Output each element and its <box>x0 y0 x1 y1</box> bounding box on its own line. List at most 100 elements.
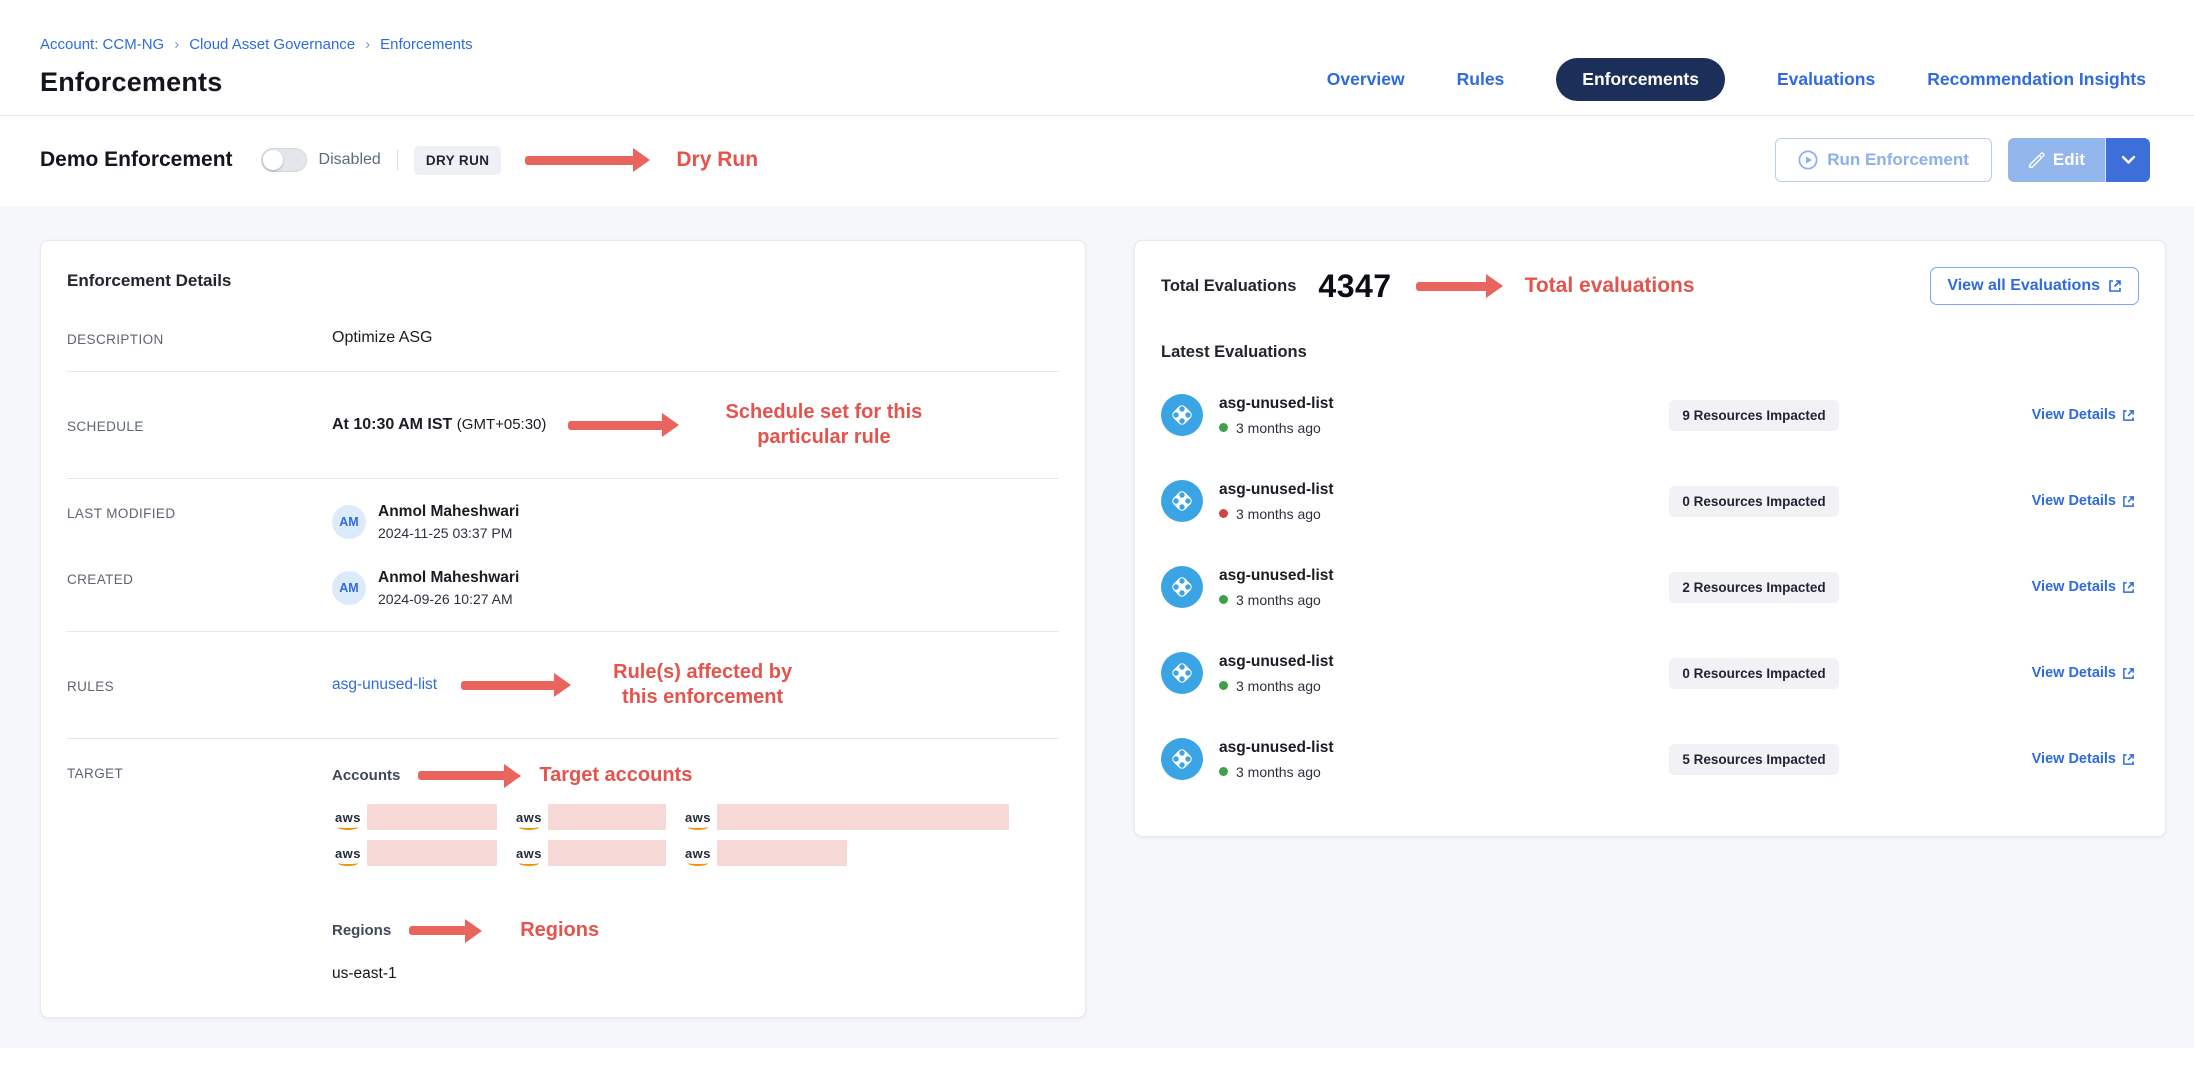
evaluation-info: asg-unused-list 3 months ago <box>1219 567 1539 608</box>
schedule-annotation: Schedule set for this particular rule <box>725 401 923 448</box>
aws-logo-icon: aws <box>682 847 714 866</box>
evaluation-row: asg-unused-list 3 months ago 9 Resources… <box>1161 372 2139 458</box>
view-details-link[interactable]: View Details <box>1969 407 2139 423</box>
external-link-icon <box>2108 279 2122 293</box>
aws-account-item: aws <box>513 840 666 866</box>
view-details-link[interactable]: View Details <box>1969 579 2139 595</box>
row-divider <box>67 631 1059 632</box>
evaluation-row: asg-unused-list 3 months ago 0 Resources… <box>1161 458 2139 544</box>
target-label: TARGET <box>67 766 124 781</box>
evaluation-info: asg-unused-list 3 months ago <box>1219 653 1539 694</box>
evaluation-row: asg-unused-list 3 months ago 5 Resources… <box>1161 716 2139 802</box>
breadcrumb-item[interactable]: Enforcements › <box>380 36 473 53</box>
status-dot <box>1219 423 1228 432</box>
evaluation-meta: 3 months ago <box>1219 506 1539 522</box>
tab[interactable]: Enforcements <box>1556 58 1725 101</box>
annotation-arrow <box>525 148 651 172</box>
status-dot <box>1219 595 1228 604</box>
created-row: CREATED AM Anmol Maheshwari 2024-09-26 1… <box>67 555 1059 631</box>
annotation-arrow <box>461 673 572 697</box>
breadcrumb-label[interactable]: Account: CCM-NG <box>40 36 165 53</box>
enabled-toggle[interactable] <box>260 148 307 172</box>
last-modified-label: LAST MODIFIED <box>67 506 176 521</box>
view-details-link[interactable]: View Details <box>1969 493 2139 509</box>
evaluation-row: asg-unused-list 3 months ago 2 Resources… <box>1161 544 2139 630</box>
description-label: DESCRIPTION <box>67 332 164 347</box>
total-evaluations-value: 4347 <box>1318 267 1392 304</box>
redacted-account-name <box>548 804 666 830</box>
edit-dropdown-button[interactable] <box>2106 138 2150 182</box>
view-details-link[interactable]: View Details <box>1969 751 2139 767</box>
region-value: us-east-1 <box>332 965 397 982</box>
annotation-arrow <box>418 763 522 788</box>
edit-split-button: Edit <box>2007 138 2150 182</box>
enforcement-details-card: Enforcement Details DESCRIPTION Optimize… <box>40 240 1086 1018</box>
edit-button[interactable]: Edit <box>2007 138 2106 182</box>
view-all-evaluations-button[interactable]: View all Evaluations <box>1930 267 2139 305</box>
user-name: Anmol Maheshwari <box>378 569 520 586</box>
redacted-account-name <box>717 840 847 866</box>
created-user: AM Anmol Maheshwari 2024-09-26 10:27 AM <box>332 569 519 607</box>
tab[interactable]: Evaluations <box>1777 58 1875 101</box>
user-name: Anmol Maheshwari <box>378 503 520 520</box>
chevron-down-icon <box>2121 155 2136 165</box>
target-value-group: Accounts Target accounts aws aws <box>332 763 1122 983</box>
avatar: AM <box>332 505 366 539</box>
header-left: Account: CCM-NG › Cloud Asset Governance… <box>40 36 473 98</box>
tab[interactable]: Rules <box>1457 58 1505 101</box>
tab-label: Enforcements <box>1582 69 1699 89</box>
evaluations-list: asg-unused-list 3 months ago 9 Resources… <box>1161 372 2139 802</box>
schedule-row: SCHEDULE At 10:30 AM IST (GMT+05:30) Sch… <box>67 372 1059 478</box>
evaluation-time: 3 months ago <box>1236 591 1321 608</box>
rule-link[interactable]: asg-unused-list <box>332 676 438 693</box>
evaluation-info: asg-unused-list 3 months ago <box>1219 739 1539 780</box>
resources-impacted-badge: 0 Resources Impacted <box>1669 657 1839 689</box>
total-evaluations-annotation: Total evaluations <box>1524 273 1695 297</box>
run-enforcement-button[interactable]: Run Enforcement <box>1775 138 1992 182</box>
aws-account-item: aws <box>332 840 497 866</box>
last-modified-user: AM Anmol Maheshwari 2024-11-25 03:37 PM <box>332 503 519 541</box>
evaluation-row: asg-unused-list 3 months ago 0 Resources… <box>1161 630 2139 716</box>
created-date: 2024-09-26 10:27 AM <box>378 591 513 607</box>
aws-account-item: aws <box>682 804 1009 830</box>
aws-account-item: aws <box>513 804 666 830</box>
evaluation-rule-name: asg-unused-list <box>1219 652 1334 670</box>
content-area: Enforcement Details DESCRIPTION Optimize… <box>0 206 2194 1048</box>
external-link-icon <box>2122 667 2135 680</box>
breadcrumb-item[interactable]: Account: CCM-NG › <box>40 36 179 53</box>
accounts-header: Accounts Target accounts <box>332 763 1122 788</box>
toggle-state-label: Disabled <box>318 151 381 168</box>
tab-label: Rules <box>1456 69 1505 89</box>
accounts-annotation: Target accounts <box>539 764 693 786</box>
description-row: DESCRIPTION Optimize ASG <box>67 305 1059 371</box>
status-dot <box>1219 509 1228 518</box>
schedule-value: At 10:30 AM IST (GMT+05:30) <box>332 416 547 433</box>
evaluation-time: 3 months ago <box>1236 419 1321 436</box>
target-row: TARGET Accounts Target accounts aws <box>67 739 1059 983</box>
action-bar-right: Run Enforcement Edit <box>1775 138 2150 182</box>
details-card-title: Enforcement Details <box>67 271 232 290</box>
breadcrumb: Account: CCM-NG › Cloud Asset Governance… <box>40 36 473 53</box>
row-divider <box>67 371 1059 372</box>
breadcrumb-label[interactable]: Enforcements <box>380 36 473 53</box>
rules-annotation: Rule(s) affected by this enforcement <box>613 661 793 708</box>
tab[interactable]: Recommendation Insights <box>1927 58 2146 101</box>
tab[interactable]: Overview <box>1327 58 1405 101</box>
resources-impacted-badge: 0 Resources Impacted <box>1669 485 1839 517</box>
external-link-icon <box>2122 753 2135 766</box>
tab-label: Evaluations <box>1776 69 1876 89</box>
vertical-divider <box>396 150 398 170</box>
edit-button-label: Edit <box>2052 150 2085 169</box>
evaluation-time: 3 months ago <box>1236 763 1321 780</box>
view-details-link[interactable]: View Details <box>1969 665 2139 681</box>
evaluation-meta: 3 months ago <box>1219 678 1539 694</box>
tab-label: Recommendation Insights <box>1927 69 2146 89</box>
evaluation-info: asg-unused-list 3 months ago <box>1219 481 1539 522</box>
breadcrumb-label[interactable]: Cloud Asset Governance <box>189 36 356 53</box>
redacted-account-name <box>548 840 666 866</box>
aws-logo-icon: aws <box>513 811 545 830</box>
breadcrumb-separator-icon: › <box>365 36 371 53</box>
redacted-account-name <box>717 804 1009 830</box>
regions-label: Regions <box>332 922 392 939</box>
breadcrumb-item[interactable]: Cloud Asset Governance › <box>189 36 370 53</box>
